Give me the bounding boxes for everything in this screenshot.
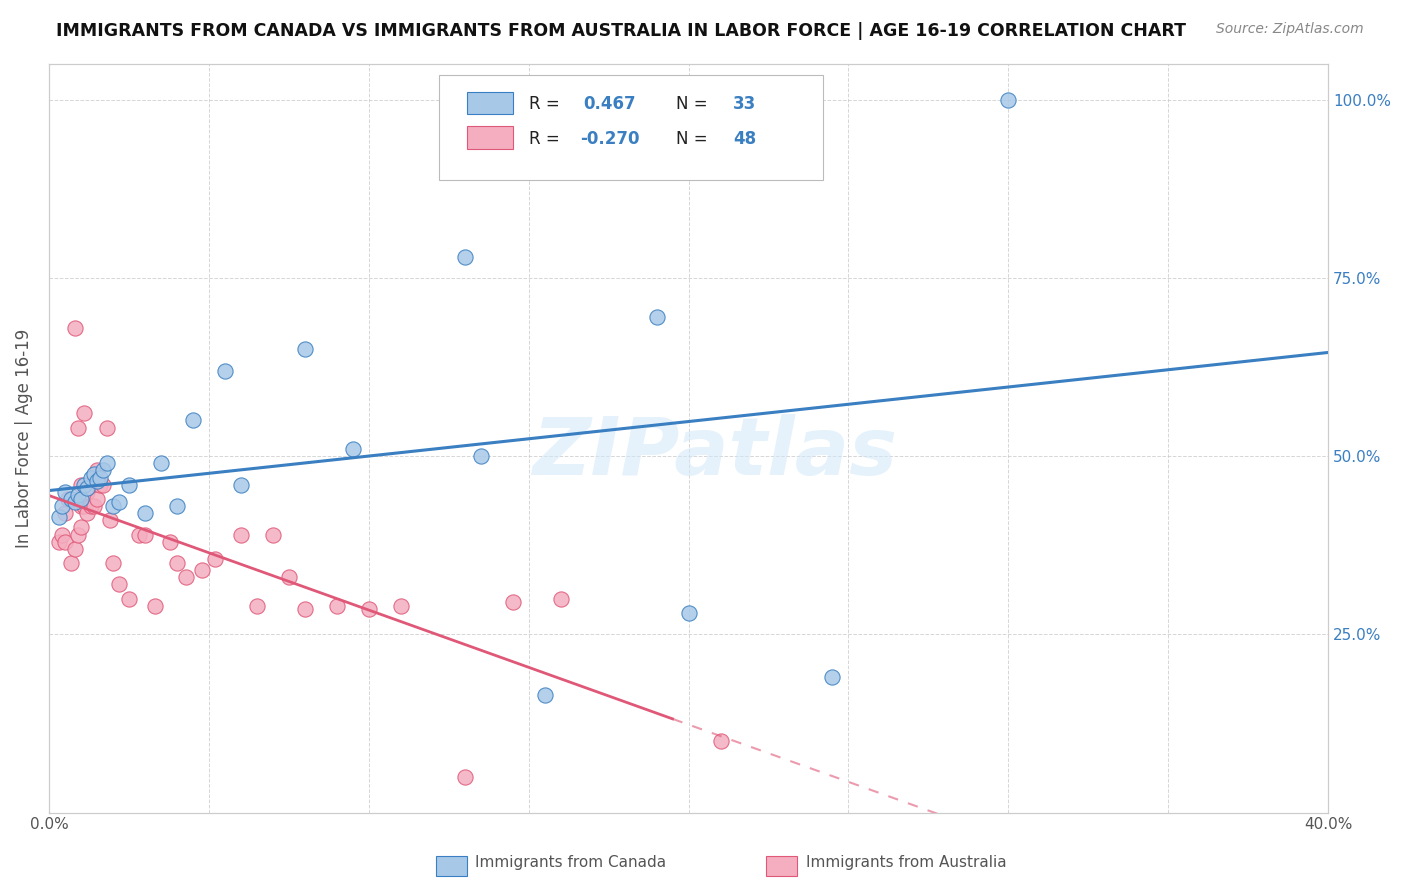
Bar	[467, 126, 513, 149]
Point	[96, 420, 118, 434]
Point	[70, 499, 93, 513]
Point	[96, 456, 118, 470]
Point	[262, 527, 284, 541]
Point	[229, 527, 252, 541]
Point	[550, 591, 572, 606]
Point	[83, 499, 105, 513]
Point	[76, 484, 98, 499]
Point	[134, 506, 156, 520]
Point	[51, 499, 73, 513]
Point	[229, 477, 252, 491]
Point	[149, 456, 172, 470]
Point	[48, 509, 70, 524]
Point	[214, 363, 236, 377]
Point	[63, 495, 86, 509]
Point	[86, 474, 108, 488]
Point	[76, 481, 98, 495]
Point	[709, 734, 731, 748]
Point	[645, 310, 668, 325]
Text: ZIPatlas: ZIPatlas	[531, 414, 897, 492]
Text: Immigrants from Australia: Immigrants from Australia	[806, 855, 1007, 870]
Point	[470, 449, 492, 463]
Point	[678, 606, 700, 620]
Point	[294, 602, 316, 616]
Point	[101, 556, 124, 570]
Point	[66, 420, 89, 434]
Point	[76, 506, 98, 520]
Point	[118, 477, 141, 491]
Point	[166, 499, 188, 513]
Point	[277, 570, 299, 584]
Point	[128, 527, 150, 541]
Point	[73, 477, 96, 491]
Point	[66, 488, 89, 502]
Point	[91, 463, 114, 477]
Point	[357, 602, 380, 616]
Point	[389, 599, 412, 613]
Text: 33: 33	[734, 95, 756, 112]
Text: IMMIGRANTS FROM CANADA VS IMMIGRANTS FROM AUSTRALIA IN LABOR FORCE | AGE 16-19 C: IMMIGRANTS FROM CANADA VS IMMIGRANTS FRO…	[56, 22, 1187, 40]
Bar	[467, 92, 513, 114]
Point	[246, 599, 269, 613]
Point	[997, 93, 1019, 107]
Point	[108, 495, 131, 509]
Point	[83, 467, 105, 481]
Text: N =: N =	[676, 130, 713, 148]
Point	[191, 563, 214, 577]
Point	[70, 491, 93, 506]
Point	[533, 688, 555, 702]
Point	[70, 520, 93, 534]
Point	[294, 342, 316, 356]
FancyBboxPatch shape	[439, 75, 823, 180]
Point	[66, 527, 89, 541]
Point	[63, 320, 86, 334]
Text: 0.467: 0.467	[583, 95, 637, 112]
Point	[60, 556, 83, 570]
Point	[101, 499, 124, 513]
Point	[159, 534, 181, 549]
Point	[89, 470, 111, 484]
Point	[73, 499, 96, 513]
Text: R =: R =	[529, 130, 565, 148]
Point	[454, 770, 477, 784]
Point	[89, 477, 111, 491]
Point	[134, 527, 156, 541]
Text: -0.270: -0.270	[579, 130, 640, 148]
Point	[108, 577, 131, 591]
Point	[79, 499, 101, 513]
Text: Immigrants from Canada: Immigrants from Canada	[475, 855, 666, 870]
Point	[454, 250, 477, 264]
Point	[204, 552, 226, 566]
Point	[176, 570, 198, 584]
Point	[143, 599, 166, 613]
Point	[63, 541, 86, 556]
Point	[821, 670, 844, 684]
Point	[98, 513, 121, 527]
Point	[56, 491, 79, 506]
Point	[48, 534, 70, 549]
Point	[53, 506, 76, 520]
Text: Source: ZipAtlas.com: Source: ZipAtlas.com	[1216, 22, 1364, 37]
Point	[73, 406, 96, 420]
Text: R =: R =	[529, 95, 565, 112]
Point	[91, 477, 114, 491]
Y-axis label: In Labor Force | Age 16-19: In Labor Force | Age 16-19	[15, 328, 32, 548]
Point	[181, 413, 204, 427]
Point	[86, 463, 108, 477]
Point	[502, 595, 524, 609]
Point	[326, 599, 349, 613]
Point	[53, 534, 76, 549]
Point	[53, 484, 76, 499]
Point	[342, 442, 364, 456]
Text: 48: 48	[734, 130, 756, 148]
Point	[86, 491, 108, 506]
Text: N =: N =	[676, 95, 713, 112]
Point	[166, 556, 188, 570]
Point	[60, 491, 83, 506]
Point	[79, 470, 101, 484]
Point	[118, 591, 141, 606]
Point	[51, 527, 73, 541]
Point	[70, 477, 93, 491]
